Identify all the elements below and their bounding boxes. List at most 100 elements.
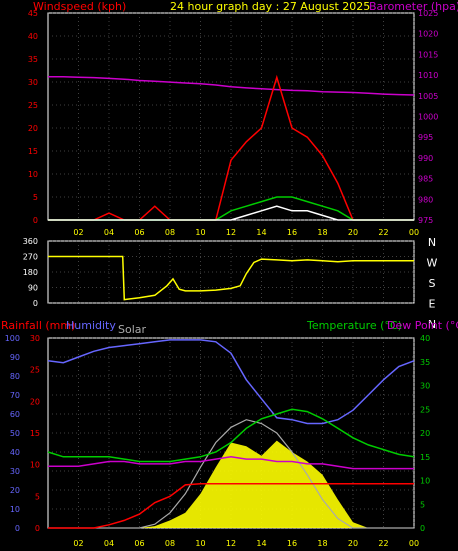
time-tick-label: 22: [378, 228, 388, 237]
humidity-tick-label: 70: [10, 391, 20, 400]
series-line-rainfall: [48, 482, 414, 529]
time-tick-label: 02: [73, 228, 83, 237]
time-tick-label: 16: [287, 228, 297, 237]
barometer-tick-label: 985: [418, 175, 433, 184]
time-tick-label: 10: [195, 539, 205, 548]
rain-tick-label: 5: [35, 492, 40, 501]
temperature-tick-label: 25: [420, 405, 430, 414]
barometer-tick-label: 995: [418, 133, 433, 142]
series-line-wind-direction: [48, 255, 414, 301]
windspeed-axis-title: Windspeed (kph): [33, 0, 126, 13]
series-line-barometer: [48, 76, 415, 96]
humidity-tick-label: 30: [10, 467, 20, 476]
rain-tick-label: 20: [30, 397, 40, 406]
windspeed-tick-label: 0: [33, 216, 38, 225]
time-tick-label: 04: [104, 228, 114, 237]
time-tick-label: 18: [317, 539, 327, 548]
series-line-dew-point: [48, 456, 414, 470]
time-tick-label: 20: [348, 539, 358, 548]
temperature-tick-label: 15: [420, 453, 430, 462]
series-line-temperature: [47, 408, 415, 463]
temperature-humidity-rain-chart: 0102030405060708090100051015202530051015…: [5, 334, 430, 548]
barometer-axis-title: Barometer (hpa): [369, 0, 458, 13]
time-tick-label: 18: [317, 228, 327, 237]
windspeed-tick-label: 10: [28, 170, 38, 179]
time-tick-label: 20: [348, 228, 358, 237]
series-line-solar-max: [48, 419, 414, 529]
humidity-axis-title: Humidity: [66, 319, 116, 332]
time-tick-label: 08: [165, 228, 175, 237]
barometer-tick-label: 1015: [418, 50, 438, 59]
time-tick-label: 14: [256, 539, 266, 548]
temperature-tick-label: 5: [420, 500, 425, 509]
barometer-tick-label: 1010: [418, 71, 438, 80]
rain-tick-label: 15: [30, 429, 40, 438]
rain-tick-label: 25: [30, 366, 40, 375]
humidity-tick-label: 10: [10, 505, 20, 514]
compass-label: N: [428, 236, 436, 249]
chart-title: 24 hour graph day : 27 August 2025: [170, 0, 370, 13]
time-tick-label: 04: [104, 539, 114, 548]
direction-tick-label: 90: [28, 284, 38, 293]
dewpoint-axis-title: Dew Point (°C): [387, 319, 458, 332]
time-tick-label: 00: [409, 539, 419, 548]
temperature-tick-label: 20: [420, 429, 430, 438]
temperature-tick-label: 40: [420, 334, 430, 343]
temperature-tick-label: 35: [420, 358, 430, 367]
solar-title: Solar: [118, 323, 147, 336]
barometer-tick-label: 990: [418, 154, 433, 163]
time-tick-label: 16: [287, 539, 297, 548]
barometer-tick-label: 1025: [418, 9, 438, 18]
humidity-tick-label: 40: [10, 448, 20, 457]
humidity-tick-label: 20: [10, 486, 20, 495]
rain-tick-label: 30: [30, 334, 40, 343]
time-tick-label: 12: [226, 228, 236, 237]
windspeed-tick-label: 5: [33, 193, 38, 202]
time-tick-label: 06: [134, 228, 144, 237]
windspeed-tick-label: 15: [28, 147, 38, 156]
direction-tick-label: 360: [23, 237, 38, 246]
barometer-tick-label: 1020: [418, 30, 438, 39]
windspeed-tick-label: 45: [28, 9, 38, 18]
series-line-humidity: [47, 339, 415, 425]
humidity-tick-label: 100: [5, 334, 20, 343]
humidity-tick-label: 60: [10, 410, 20, 419]
windspeed-tick-label: 20: [28, 124, 38, 133]
series-line-gust: [48, 74, 414, 221]
humidity-tick-label: 90: [10, 353, 20, 362]
time-tick-label: 22: [378, 539, 388, 548]
windspeed-tick-label: 35: [28, 55, 38, 64]
time-tick-label: 06: [134, 539, 144, 548]
barometer-tick-label: 1000: [418, 113, 438, 122]
time-tick-label: 10: [195, 228, 205, 237]
humidity-tick-label: 50: [10, 429, 20, 438]
barometer-tick-label: 975: [418, 216, 433, 225]
barometer-tick-label: 980: [418, 195, 433, 204]
humidity-tick-label: 80: [10, 372, 20, 381]
temperature-tick-label: 10: [420, 477, 430, 486]
compass-label: S: [429, 277, 436, 290]
compass-label: W: [427, 257, 438, 270]
direction-tick-label: 180: [23, 268, 38, 277]
humidity-tick-label: 0: [15, 524, 20, 533]
direction-tick-label: 0: [33, 299, 38, 308]
wind-barometer-chart: 0510152025303540459759809859909951000100…: [28, 9, 439, 237]
time-tick-label: 08: [165, 539, 175, 548]
plot-frame: [47, 12, 415, 221]
barometer-tick-label: 1005: [418, 92, 438, 101]
time-tick-label: 14: [256, 228, 266, 237]
temperature-axis-title: Temperature (°C): [306, 319, 402, 332]
temperature-tick-label: 0: [420, 524, 425, 533]
rainfall-axis-title: Rainfall (mm): [1, 319, 75, 332]
windspeed-tick-label: 30: [28, 78, 38, 87]
windspeed-tick-label: 25: [28, 101, 38, 110]
compass-label: E: [429, 298, 436, 311]
time-tick-label: 12: [226, 539, 236, 548]
temperature-tick-label: 30: [420, 382, 430, 391]
rain-tick-label: 0: [35, 524, 40, 533]
direction-tick-label: 270: [23, 253, 38, 262]
series-line-low: [48, 205, 414, 221]
rain-tick-label: 10: [30, 461, 40, 470]
